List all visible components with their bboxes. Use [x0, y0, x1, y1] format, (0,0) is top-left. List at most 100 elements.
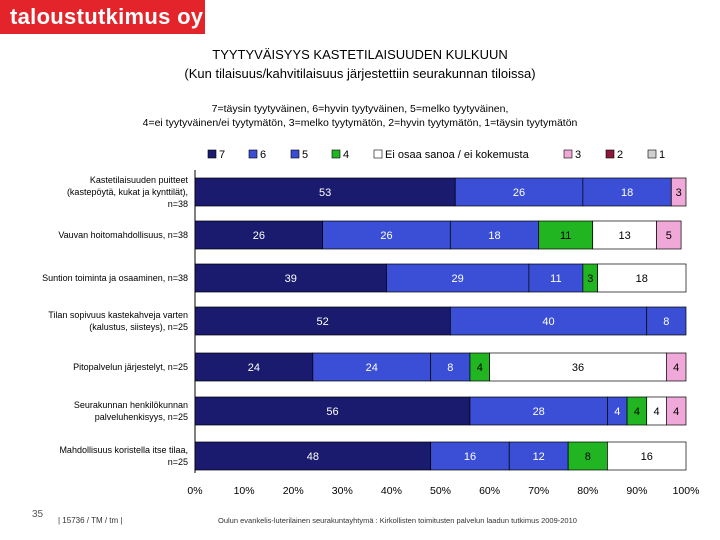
chart-title: TYYTYVÄISYYS KASTETILAISUUDEN KULKUUN: [212, 47, 508, 62]
bar-value-label: 4: [673, 406, 679, 418]
bar-segment: [489, 352, 667, 382]
bar-value-label: 18: [636, 273, 648, 285]
bar-value-label: 16: [641, 451, 653, 463]
bar-value-label: 3: [676, 187, 682, 199]
bar-value-label: 18: [488, 230, 500, 242]
bar-segment: [666, 396, 687, 426]
bar-value-label: 24: [366, 362, 378, 374]
bar-value-label: 8: [663, 316, 669, 328]
bar-segment: [194, 306, 451, 336]
bar-segment: [528, 263, 584, 293]
bar-value-label: 26: [253, 230, 265, 242]
x-tick-label: 50%: [430, 485, 451, 497]
legend-label: 1: [659, 149, 665, 161]
bar-value-label: 3: [587, 273, 593, 285]
bar-value-label: 53: [319, 187, 331, 199]
bar-value-label: 29: [452, 273, 464, 285]
bar-value-label: 36: [572, 362, 584, 374]
legend-label: Ei osaa sanoa / ei kokemusta: [385, 149, 530, 161]
legend-label: 6: [260, 149, 266, 161]
bar-value-label: 8: [447, 362, 453, 374]
x-tick-label: 0%: [187, 485, 202, 497]
scale-description-line2: 4=ei tyytyväinen/ei tyytymätön, 3=melko …: [142, 117, 578, 129]
bar-value-label: 11: [550, 273, 561, 285]
bar-segment: [386, 263, 530, 293]
x-tick-label: 70%: [528, 485, 549, 497]
category-label: Mahdollisuus koristella itse tilaa, n=25: [59, 445, 188, 467]
bar-segment: [194, 263, 387, 293]
bar-value-label: 18: [621, 187, 633, 199]
bar-value-label: 16: [464, 451, 476, 463]
bar-segment: [449, 306, 648, 336]
bar-value-label: 26: [380, 230, 392, 242]
source-note: Oulun evankelis-luterilainen seurakuntay…: [218, 516, 577, 525]
bar-value-label: 28: [533, 406, 545, 418]
legend-swatch: [207, 149, 217, 159]
legend-label: 4: [343, 149, 349, 161]
bar-segment: [508, 441, 569, 471]
x-tick-label: 80%: [577, 485, 598, 497]
bar-segment: [454, 177, 584, 207]
bar-value-label: 4: [614, 406, 620, 418]
bar-value-label: 5: [666, 230, 672, 242]
legend-swatch: [647, 149, 657, 159]
legend-label: 2: [617, 149, 623, 161]
bar-value-label: 12: [533, 451, 545, 463]
bar-value-label: 11: [560, 230, 571, 242]
bar-value-label: 56: [326, 406, 338, 418]
bar-segment: [597, 263, 687, 293]
legend-swatch: [331, 149, 341, 159]
bar-segment: [194, 352, 314, 382]
brand-logo: taloustutkimus oy: [0, 0, 205, 34]
bar-segment: [646, 306, 687, 336]
legend-label: 3: [575, 149, 581, 161]
bar-value-label: 4: [673, 362, 679, 374]
legend-swatch: [248, 149, 258, 159]
bar-value-label: 48: [307, 451, 319, 463]
bar-value-label: 40: [542, 316, 554, 328]
bar-value-label: 8: [585, 451, 591, 463]
chart-subtitle: (Kun tilaisuus/kahvitilaisuus järjestett…: [184, 66, 536, 81]
bar-value-label: 4: [634, 406, 640, 418]
scale-description-line1: 7=täysin tyytyväinen, 6=hyvin tyytyväine…: [211, 103, 509, 115]
x-tick-label: 60%: [479, 485, 500, 497]
bar-value-label: 4: [477, 362, 483, 374]
project-id: | 15736 / TM / tm |: [58, 516, 123, 525]
legend-swatch: [563, 149, 573, 159]
bar-segment: [430, 352, 471, 382]
category-label: Seurakunnan henkilökunnan palveluhenkisyy…: [74, 400, 188, 422]
bar-segment: [670, 177, 687, 207]
bar-segment: [538, 220, 594, 250]
legend-label: 5: [302, 149, 308, 161]
bar-segment: [194, 177, 456, 207]
bar-segment: [582, 177, 672, 207]
x-tick-label: 30%: [332, 485, 353, 497]
x-tick-label: 20%: [283, 485, 304, 497]
bar-value-label: 4: [653, 406, 659, 418]
legend-label: 7: [219, 149, 225, 161]
bar-segment: [607, 441, 687, 471]
category-label: Pitopalvelun järjestelyt, n=25: [73, 362, 188, 372]
bar-segment: [449, 220, 540, 250]
bar-segment: [194, 441, 432, 471]
bar-segment: [312, 352, 432, 382]
bar-segment: [194, 396, 471, 426]
bar-segment: [322, 220, 451, 250]
x-tick-label: 40%: [381, 485, 402, 497]
bar-value-label: 13: [619, 230, 631, 242]
category-label: Suntion toiminta ja osaaminen, n=38: [42, 273, 188, 283]
page-number: 35: [32, 509, 44, 520]
bar-segment: [469, 396, 608, 426]
category-label: Kastetilaisuuden puitteet (kastepöytä, ku…: [67, 175, 189, 209]
bar-value-label: 39: [285, 273, 297, 285]
bar-value-label: 26: [513, 187, 525, 199]
category-label: Tilan sopivuus kastekahveja varten (kalus…: [48, 310, 188, 332]
legend-swatch: [605, 149, 615, 159]
bar-value-label: 52: [317, 316, 329, 328]
x-tick-label: 90%: [626, 485, 647, 497]
legend-swatch: [290, 149, 300, 159]
bar-segment: [194, 220, 324, 250]
x-tick-label: 10%: [234, 485, 255, 497]
legend-swatch: [373, 149, 383, 159]
